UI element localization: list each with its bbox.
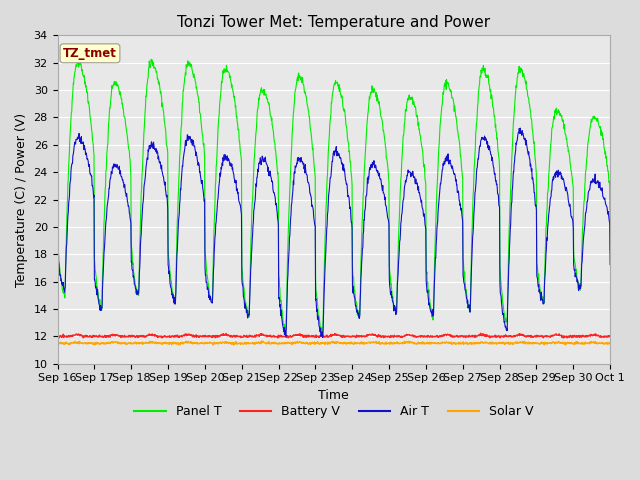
Panel T: [606, 247, 614, 253]
Line: Battery V: Battery V: [58, 333, 610, 338]
Battery V: [560, 335, 568, 341]
Solar V: [257, 338, 265, 344]
Title: Tonzi Tower Met: Temperature and Power: Tonzi Tower Met: Temperature and Power: [177, 15, 490, 30]
Air T: [238, 281, 246, 287]
X-axis label: Time: Time: [319, 389, 349, 402]
Battery V: [238, 335, 246, 340]
Panel T: [54, 252, 61, 257]
Panel T: [74, 56, 82, 62]
Panel T: [318, 331, 326, 337]
Air T: [541, 269, 549, 275]
Battery V: [492, 335, 500, 340]
Panel T: [420, 162, 428, 168]
Battery V: [477, 330, 484, 336]
Solar V: [606, 340, 614, 346]
Solar V: [230, 342, 237, 348]
Battery V: [163, 335, 171, 340]
Solar V: [163, 340, 171, 346]
Panel T: [541, 252, 549, 258]
Battery V: [177, 334, 184, 339]
Solar V: [54, 340, 61, 346]
Air T: [177, 186, 184, 192]
Battery V: [606, 334, 614, 339]
Line: Solar V: Solar V: [58, 341, 610, 345]
Text: TZ_tmet: TZ_tmet: [63, 47, 117, 60]
Air T: [54, 272, 61, 277]
Air T: [492, 178, 500, 183]
Panel T: [163, 146, 171, 152]
Air T: [606, 262, 614, 267]
Battery V: [541, 333, 548, 339]
Legend: Panel T, Battery V, Air T, Solar V: Panel T, Battery V, Air T, Solar V: [129, 400, 538, 423]
Battery V: [420, 334, 428, 340]
Panel T: [177, 132, 184, 137]
Solar V: [177, 340, 184, 346]
Battery V: [54, 335, 61, 340]
Solar V: [420, 340, 428, 346]
Air T: [516, 125, 524, 131]
Solar V: [541, 341, 549, 347]
Y-axis label: Temperature (C) / Power (V): Temperature (C) / Power (V): [15, 112, 28, 287]
Panel T: [493, 130, 500, 135]
Panel T: [239, 273, 246, 279]
Air T: [420, 213, 428, 219]
Solar V: [239, 341, 246, 347]
Solar V: [493, 341, 500, 347]
Air T: [319, 335, 327, 340]
Line: Panel T: Panel T: [58, 59, 610, 334]
Line: Air T: Air T: [58, 128, 610, 337]
Air T: [163, 192, 171, 198]
